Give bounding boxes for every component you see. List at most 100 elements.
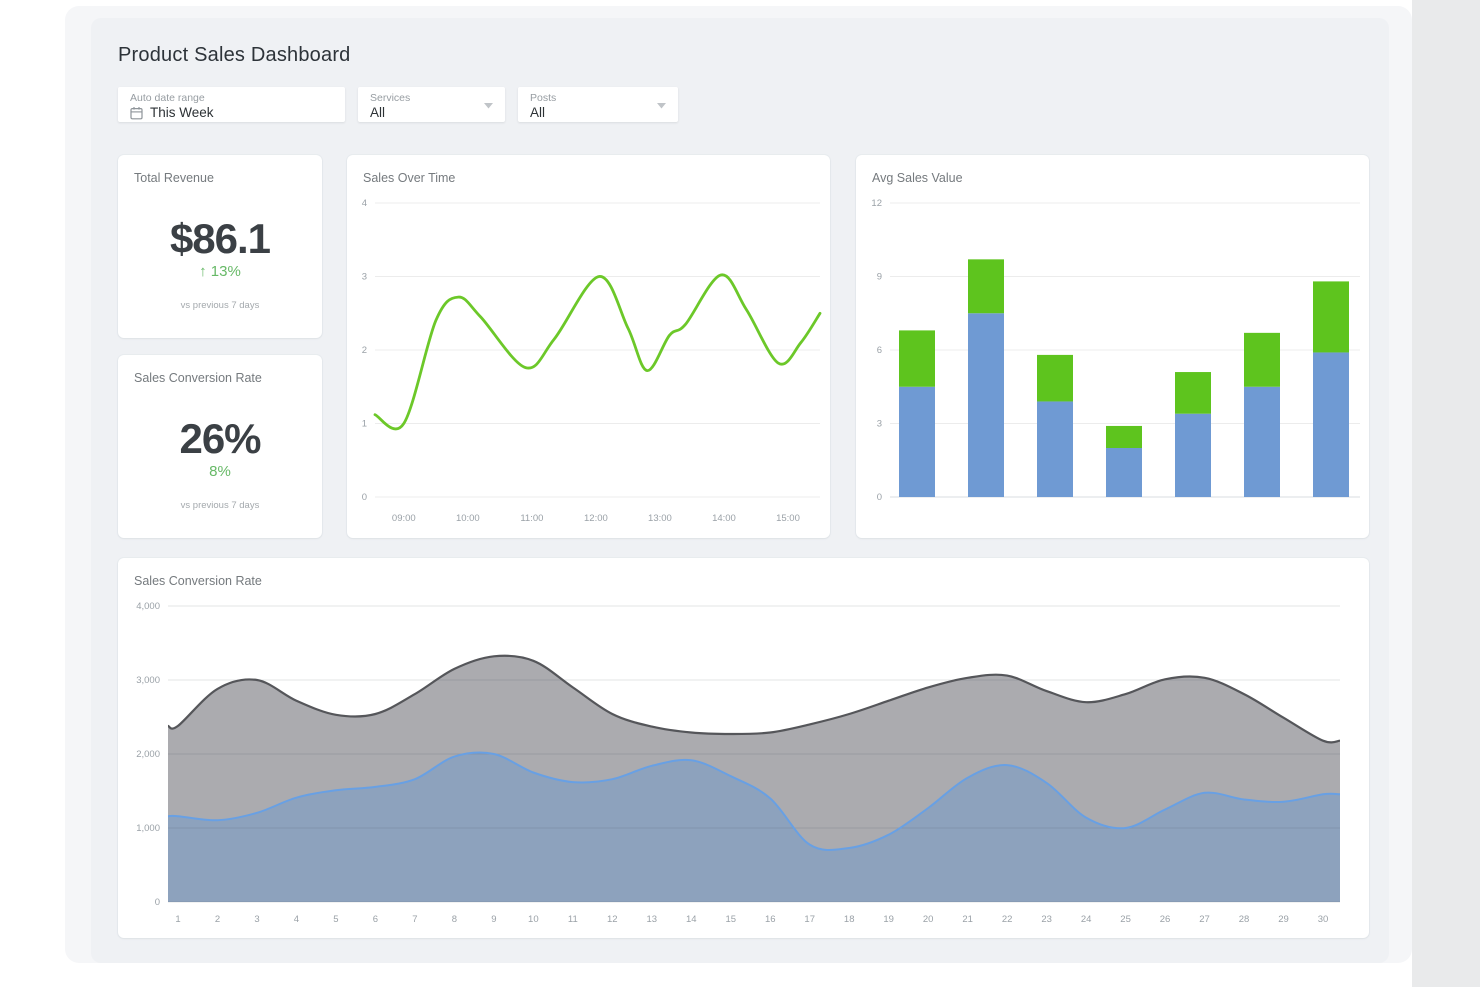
sales-line-series [373,273,822,431]
y-tick-label: 0 [362,492,367,503]
kpi-value: 26% [179,415,261,462]
y-tick-label: 9 [877,272,882,283]
x-tick-label: 15:00 [776,513,800,524]
x-tick-label: 28 [1239,914,1250,925]
x-tick-label: 11:00 [520,513,543,524]
bar-segment-base [968,313,1004,497]
kpi-delta: ↑ 13% [199,263,241,280]
y-tick-label: 0 [877,492,882,503]
sales-over-time-card: 0 1 2 3 4 09:00 10:00 11:00 12:00 13:00 14:00 15:00… [347,155,830,538]
x-tick-label: 6 [373,914,378,925]
kpi-caption: vs previous 7 days [180,500,260,511]
x-tick-label: 12 [607,914,618,925]
y-tick-label: 1,000 [136,823,160,834]
x-tick-label: 5 [333,914,338,925]
blue-area-line [167,751,1341,852]
bar-segment-upper [1244,332,1280,387]
card-title: Sales Over Time [363,171,456,185]
x-tick-label: 29 [1278,914,1289,925]
bar-segment-upper [1106,425,1142,448]
x-tick-label: 24 [1081,914,1092,925]
x-tick-label: 22 [1002,914,1013,925]
avg-sales-value-chart: 0 3 6 9 12 [871,198,1360,503]
date-range-label: Auto date range [130,92,205,104]
y-tick-label: 3 [362,272,367,283]
x-tick-label: 1 [175,914,180,925]
y-tick-label: 3,000 [136,675,160,686]
y-tick-label: 2,000 [136,749,160,760]
x-tick-label: 27 [1199,914,1210,925]
card-title: Avg Sales Value [872,171,963,185]
x-tick-label: 2 [215,914,220,925]
bar-segment-base [1106,448,1142,497]
bar-segment-upper [899,330,935,387]
total-revenue-card: Total Revenue $86.1 ↑ 13% vs previous 7 … [118,155,322,338]
x-tick-label: 13:00 [648,513,672,524]
card-title: Total Revenue [134,171,214,185]
x-tick-label: 20 [923,914,934,925]
bar-segment-upper [1313,281,1349,353]
x-tick-label: 30 [1318,914,1329,925]
avg-sales-value-card: 0 3 6 9 12 Avg Sales Value [856,155,1369,538]
bar-segment-upper [1037,354,1073,402]
services-value: All [370,105,386,120]
card-title: Sales Conversion Rate [134,574,262,588]
x-tick-label: 10:00 [456,513,480,524]
calendar-icon [130,106,143,119]
y-tick-label: 1 [362,419,367,430]
y-tick-label: 0 [155,897,160,908]
card-title: Sales Conversion Rate [134,371,262,385]
sales-conversion-rate-card: Sales Conversion Rate 26% 8% vs previous… [118,355,322,538]
date-range-filter[interactable]: Auto date range This Week [118,87,345,122]
x-tick-label: 18 [844,914,855,925]
date-range-value: This Week [150,105,214,120]
x-tick-label: 13 [647,914,658,925]
y-tick-label: 3 [877,419,882,430]
y-tick-label: 12 [871,198,882,209]
x-tick-label: 15 [725,914,736,925]
x-tick-label: 8 [452,914,457,925]
posts-label: Posts [530,92,557,104]
bar-segment-base [1244,386,1280,497]
x-tick-label: 09:00 [392,513,416,524]
y-tick-label: 4 [362,198,367,209]
posts-filter[interactable]: Posts All [518,87,678,122]
x-tick-label: 12:00 [584,513,608,524]
bar-segment-upper [968,259,1004,314]
bar-segment-upper [1175,372,1211,414]
y-tick-label: 6 [877,345,882,356]
x-tick-label: 25 [1120,914,1131,925]
x-tick-label: 9 [491,914,496,925]
page-title: Product Sales Dashboard [118,44,351,66]
x-tick-label: 19 [883,914,894,925]
x-tick-label: 3 [254,914,259,925]
background-band [1412,0,1480,987]
x-tick-label: 23 [1041,914,1052,925]
x-tick-label: 21 [962,914,973,925]
sales-conversion-chart-card: 0 1,000 2,000 3,000 4,000 1 2 3 4 5 6 7 8 9 10 11 12 13 14… [118,558,1369,938]
sales-over-time-chart: 0 1 2 3 4 09:00 10:00 11:00 12:00 13:00 14:00 15:00 [362,198,822,524]
services-filter[interactable]: Services All [358,87,505,122]
services-label: Services [370,92,411,104]
y-tick-label: 2 [362,345,367,356]
x-tick-label: 17 [804,914,815,925]
y-tick-label: 4,000 [136,601,160,612]
kpi-value: $86.1 [169,215,271,262]
kpi-caption: vs previous 7 days [180,300,260,311]
x-tick-label: 16 [765,914,776,925]
chevron-down-icon [484,103,493,109]
x-tick-label: 11 [568,914,578,925]
x-tick-label: 10 [528,914,539,925]
kpi-delta: 8% [209,463,231,480]
x-tick-label: 7 [412,914,417,925]
x-tick-label: 14 [686,914,697,925]
bar-segment-base [1037,401,1073,497]
bar-segment-base [899,386,935,497]
gray-area-line [167,654,1341,744]
bar-segment-base [1313,352,1349,497]
chevron-down-icon [657,103,666,109]
x-tick-label: 14:00 [712,513,736,524]
posts-value: All [530,105,546,120]
